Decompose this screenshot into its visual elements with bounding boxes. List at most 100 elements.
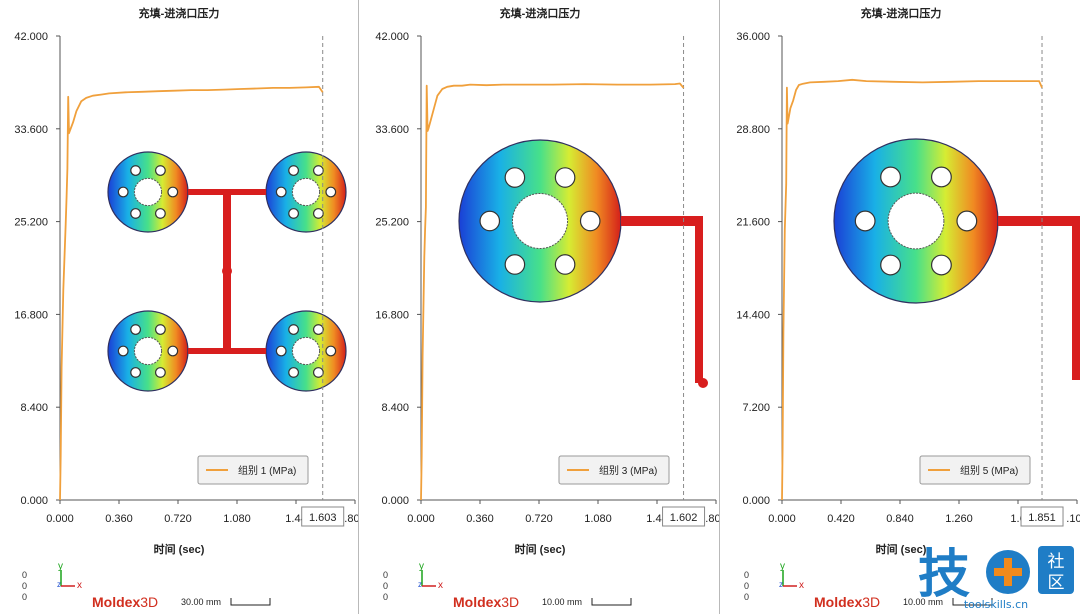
x-tick-label: 0.840 <box>886 513 914 525</box>
logo-text-1: Moldex <box>92 594 140 610</box>
part-disc-bolt-hole <box>880 166 902 188</box>
chart-title: 充填-进浇口压力 <box>139 6 220 20</box>
part-disc-bolt-hole <box>130 165 142 176</box>
part-disc-bolt-hole <box>313 367 324 378</box>
part-disc-bolt-hole <box>504 254 526 275</box>
coord-readout: 0 <box>383 581 388 591</box>
legend-label: 组别 3 (MPa) <box>599 464 657 477</box>
chart-svg-1: 充填-进浇口压力 42.000 33.600 25.200 16.800 8.400 0.0… <box>14 6 358 610</box>
part-disc <box>265 151 347 233</box>
logo-text-2: 3D <box>862 594 880 610</box>
coord-readout: 0 <box>22 581 27 591</box>
part-disc <box>833 138 999 304</box>
chart-svg-2: 充填-进浇口压力 42.000 33.600 25.200 16.800 8.400 0.0… <box>375 6 719 610</box>
chart-svg-3: 充填-进浇口压力 36.000 28.800 21.600 14.400 7.200 0.0… <box>736 6 1080 610</box>
part-disc-bore <box>887 192 945 250</box>
logo-text-2: 3D <box>140 594 158 610</box>
part-disc-bolt-hole <box>154 165 166 176</box>
coord-readout: 0 <box>22 592 27 602</box>
part-disc-bolt-hole <box>288 165 300 176</box>
y-tick-label: 36.000 <box>736 31 770 43</box>
part-disc-bore <box>291 336 321 366</box>
legend-box <box>197 455 309 485</box>
triad-z-label: z <box>779 580 783 589</box>
y-tick-label: 14.400 <box>736 309 770 321</box>
cursor-value-label: 1.851 <box>1028 512 1056 524</box>
watermark-site: toolskills.cn <box>964 598 1028 611</box>
cursor-value-box <box>1020 506 1064 527</box>
scale-bar <box>952 598 993 606</box>
gate-point <box>698 378 708 388</box>
triad-x-label: x <box>438 580 443 591</box>
part-disc-bolt-hole <box>479 210 501 232</box>
x-axis-label: 时间 (sec) <box>515 542 566 556</box>
scale-bar-label: 10.00 mm <box>542 597 582 607</box>
y-tick-label: 42.000 <box>14 31 48 43</box>
triad-z-label: z <box>57 580 61 589</box>
part-disc-bolt-hole <box>854 210 876 232</box>
cursor-value-box <box>301 506 345 527</box>
part-disc-bolt-hole <box>579 210 601 232</box>
x-axis-label: 时间 (sec) <box>154 542 205 556</box>
x-tick-label: .800 <box>344 513 358 525</box>
part-disc-bolt-hole <box>504 167 526 188</box>
series-line <box>781 78 1043 501</box>
part-disc-bolt-hole <box>288 324 300 335</box>
watermark-badge <box>1038 546 1074 594</box>
part-disc-bolt-hole <box>167 186 179 198</box>
part-disc-bolt-hole <box>154 367 166 378</box>
triad-y-label: y <box>58 561 63 572</box>
x-tick-label: 0.360 <box>466 513 494 525</box>
chart-title: 充填-进浇口压力 <box>500 6 581 20</box>
legend-label: 组别 5 (MPa) <box>960 464 1018 477</box>
legend-box <box>919 455 1031 485</box>
part-disc <box>458 139 622 303</box>
y-tick-label: 25.200 <box>14 217 48 229</box>
part-disc-bore <box>133 177 163 207</box>
logo-text-1: Moldex <box>814 594 862 610</box>
part-disc-bolt-hole <box>130 367 142 378</box>
watermark-badge-1: 社 <box>1048 552 1065 572</box>
y-tick-label: 42.000 <box>375 31 409 43</box>
triad-x-label: x <box>77 580 82 591</box>
triad-y-label: y <box>419 561 424 572</box>
triad-y-label: y <box>780 561 785 572</box>
coord-readout: 0 <box>744 570 749 580</box>
y-tick-label: 8.400 <box>381 402 409 414</box>
y-tick-label: 16.800 <box>375 309 409 321</box>
part-disc-bolt-hole <box>930 254 952 276</box>
part-disc-bolt-hole <box>313 324 324 335</box>
part-disc-bolt-hole <box>956 210 978 232</box>
part-disc-bolt-hole <box>130 208 142 219</box>
part-disc-bolt-hole <box>313 165 324 176</box>
watermark-glyph: 技 <box>918 545 970 605</box>
part-disc-bolt-hole <box>325 186 337 198</box>
part-disc-bolt-hole <box>154 324 166 335</box>
part-disc-bolt-hole <box>554 254 576 275</box>
watermark-plus-v <box>1004 558 1012 586</box>
panel-divider <box>358 0 359 614</box>
part-disc-bolt-hole <box>117 345 129 357</box>
coord-readout: 0 <box>744 581 749 591</box>
y-tick-label: 0.000 <box>20 495 48 507</box>
logo-text-2: 3D <box>501 594 519 610</box>
gate-point <box>222 266 232 276</box>
series-line <box>420 82 685 501</box>
part-disc-bore <box>291 177 321 207</box>
part-disc-bolt-hole <box>117 186 129 198</box>
legend-box <box>558 455 670 485</box>
x-tick-label: 0.000 <box>46 513 74 525</box>
x-tick-label: 0.360 <box>105 513 133 525</box>
panel-divider <box>719 0 720 614</box>
y-tick-label: 8.400 <box>20 402 48 414</box>
part-disc <box>265 310 347 392</box>
chart-panel-2: 充填-进浇口压力 42.000 33.600 25.200 16.800 8.400 0.0… <box>361 0 719 614</box>
part-disc-bolt-hole <box>313 208 324 219</box>
part-disc <box>107 151 189 233</box>
y-tick-label: 7.200 <box>742 402 770 414</box>
part-disc-bolt-hole <box>930 166 952 188</box>
moldex3d-logo: Moldex3D <box>814 594 880 610</box>
watermark-logo: 技 社 区 toolskills.cn <box>918 545 1074 611</box>
coord-readout: 0 <box>744 592 749 602</box>
moldex3d-logo: Moldex3D <box>453 594 519 610</box>
